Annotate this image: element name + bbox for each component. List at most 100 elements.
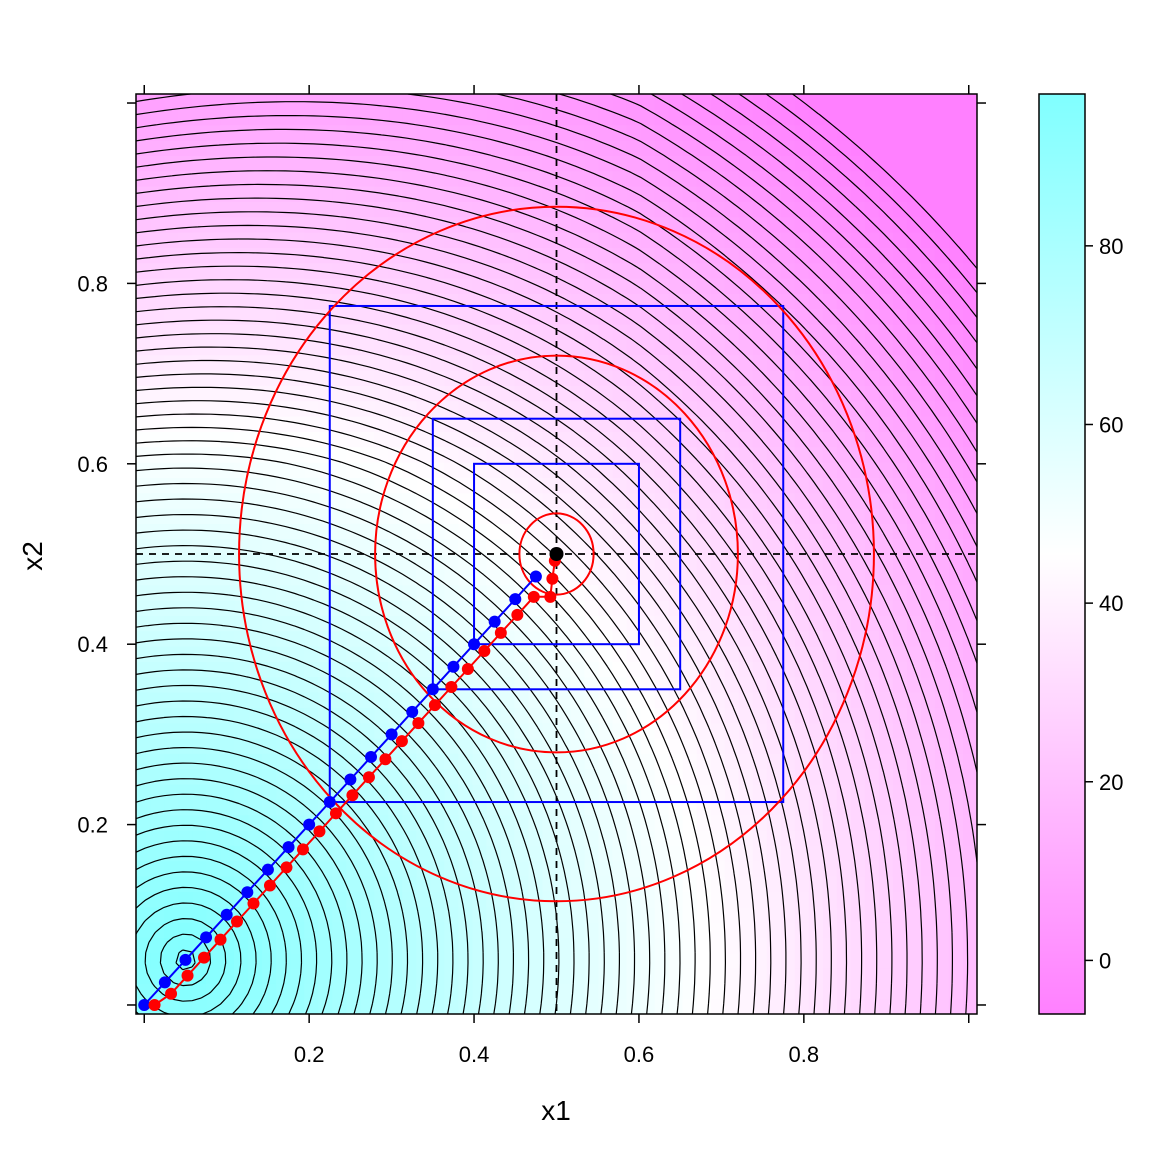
heat-cell: [724, 845, 740, 862]
heat-cell: [360, 278, 375, 294]
heat-cell: [738, 814, 754, 831]
heat-cell: [388, 431, 403, 448]
heat-cell: [696, 446, 712, 463]
heat-cell: [262, 324, 277, 340]
heat-cell: [178, 170, 193, 187]
heat-cell: [234, 860, 249, 877]
heat-cell: [304, 554, 319, 570]
heat-cell: [416, 523, 431, 540]
heat-cell: [388, 554, 403, 570]
heat-cell: [150, 661, 165, 678]
contour-line: [136, 809, 333, 1014]
heat-cell: [290, 324, 305, 340]
heat-cell: [136, 354, 151, 371]
heat-cell: [374, 523, 389, 540]
heat-cell: [192, 784, 207, 800]
heat-cell: [948, 201, 964, 218]
heat-cell: [920, 968, 936, 984]
heat-cell: [220, 554, 235, 570]
heat-cell: [668, 232, 684, 248]
series-point: [426, 683, 439, 696]
heat-cell: [444, 262, 459, 279]
heat-cell: [528, 170, 544, 187]
heat-cell: [962, 538, 977, 555]
heat-cell: [388, 523, 403, 540]
heat-cell: [920, 492, 936, 509]
heat-cell: [878, 293, 894, 310]
heat-cell: [696, 784, 712, 800]
heat-cell: [892, 998, 908, 1014]
heat-cell: [472, 707, 488, 724]
heat-cell: [402, 860, 417, 877]
heat-cell: [192, 370, 207, 386]
heat-cell: [206, 906, 221, 923]
heat-cell: [290, 799, 305, 816]
heat-cell: [836, 170, 852, 187]
heat-cell: [752, 247, 768, 264]
heat-cell: [444, 170, 459, 187]
heat-cell: [206, 293, 221, 310]
heat-cell: [962, 646, 977, 662]
heat-cell: [346, 952, 361, 969]
heat-cell: [360, 247, 375, 264]
heat-cell: [542, 109, 558, 126]
heat-cell: [304, 661, 319, 678]
heat-cell: [934, 891, 950, 908]
heat-cell: [794, 692, 810, 708]
heat-cell: [710, 416, 726, 432]
heat-cell: [570, 508, 586, 524]
heat-cell: [682, 94, 698, 110]
heat-cell: [472, 385, 488, 402]
heat-cell: [836, 262, 852, 279]
heat-cell: [332, 738, 347, 754]
heat-cell: [570, 400, 586, 417]
heat-cell: [346, 630, 361, 647]
heat-cell: [836, 354, 852, 371]
colorbar-tick-label: 0: [1099, 948, 1111, 973]
heat-cell: [892, 232, 908, 248]
heat-cell: [822, 799, 838, 816]
heat-cell: [220, 630, 235, 647]
heat-cell: [388, 262, 403, 279]
heat-cell: [668, 216, 684, 233]
heat-cell: [178, 492, 193, 509]
heat-cell: [920, 676, 936, 693]
heat-cell: [878, 278, 894, 294]
heat-cell: [780, 600, 796, 616]
heat-cell: [220, 753, 235, 770]
heat-cell: [570, 385, 586, 402]
heat-cell: [220, 922, 235, 938]
heat-cell: [556, 830, 572, 846]
heat-cell: [612, 814, 628, 831]
heat-cell: [752, 845, 768, 862]
heat-cell: [682, 968, 698, 984]
heat-cell: [276, 676, 291, 693]
heat-cell: [556, 722, 572, 739]
heat-cell: [528, 508, 544, 524]
heat-cell: [360, 416, 375, 432]
heat-cell: [794, 584, 810, 601]
heat-cell: [220, 845, 235, 862]
heat-cell: [794, 94, 810, 110]
heat-cell: [906, 94, 922, 110]
heat-cell: [948, 983, 964, 1000]
heat-cell: [444, 906, 459, 923]
series-point: [395, 735, 408, 748]
heat-cell: [640, 830, 656, 846]
heat-cell: [164, 431, 179, 448]
heat-cell: [430, 784, 445, 800]
heat-cell: [374, 124, 389, 141]
heat-cell: [416, 738, 431, 754]
heat-cell: [570, 124, 586, 141]
heat-cell: [374, 983, 389, 1000]
heat-cell: [766, 124, 782, 141]
heat-cell: [878, 983, 894, 1000]
heat-cell: [710, 584, 726, 601]
heat-cell: [626, 170, 642, 187]
heat-cell: [304, 278, 319, 294]
heat-cell: [654, 262, 670, 279]
heat-cell: [178, 354, 193, 371]
heat-cell: [892, 784, 908, 800]
heat-cell: [556, 983, 572, 1000]
heat-cell: [752, 922, 768, 938]
